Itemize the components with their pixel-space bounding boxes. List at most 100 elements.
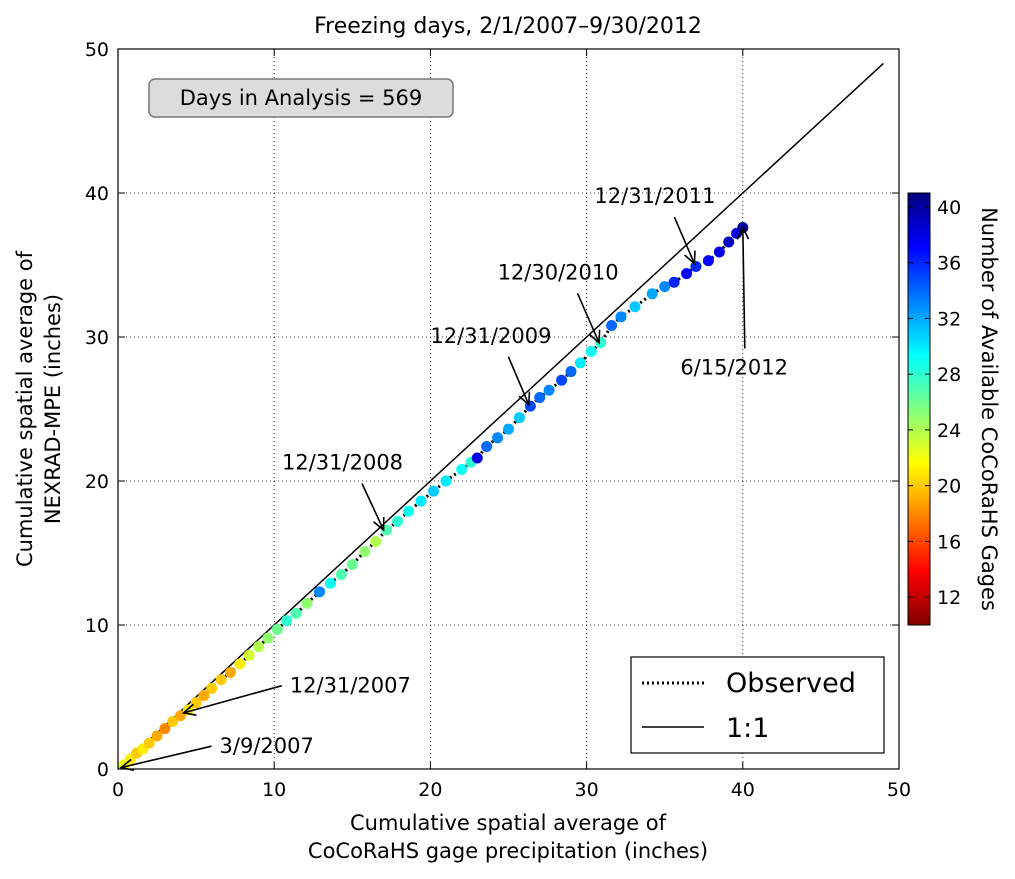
data-point bbox=[159, 723, 171, 735]
colorbar-tick-label: 40 bbox=[937, 197, 961, 219]
data-point bbox=[359, 546, 371, 558]
data-point bbox=[690, 260, 702, 272]
x-tick-label: 10 bbox=[262, 779, 286, 801]
data-point bbox=[534, 391, 546, 403]
data-point bbox=[215, 674, 227, 686]
x-ticks: 0 10 20 30 40 50 bbox=[112, 49, 911, 801]
colorbar-tick-label: 36 bbox=[937, 253, 961, 275]
data-point bbox=[335, 569, 347, 581]
data-point bbox=[243, 649, 255, 661]
annotation-arrow bbox=[507, 356, 530, 405]
annotation-arrow bbox=[183, 684, 283, 714]
annotation-arrow bbox=[120, 745, 212, 769]
legend-label-observed: Observed bbox=[726, 668, 856, 699]
data-point bbox=[403, 505, 415, 517]
data-point bbox=[681, 268, 693, 280]
annotation-label: 3/9/2007 bbox=[220, 734, 314, 758]
plot-frame bbox=[117, 48, 900, 770]
data-point bbox=[574, 357, 586, 369]
colorbar-tick-label: 20 bbox=[937, 476, 961, 498]
chart-title: Freezing days, 2/1/2007–9/30/2012 bbox=[314, 14, 702, 39]
legend: Observed 1:1 bbox=[630, 656, 885, 754]
annotation-arrow bbox=[361, 483, 385, 531]
data-point bbox=[324, 577, 336, 589]
data-point bbox=[471, 452, 483, 464]
y-axis-label-line2: NEXRAD-MPE (inches) bbox=[41, 294, 65, 524]
annotation-label: 6/15/2012 bbox=[680, 355, 788, 379]
x-axis-label-line1: Cumulative spatial average of bbox=[350, 811, 667, 835]
data-point bbox=[224, 667, 236, 679]
data-point bbox=[513, 412, 525, 424]
annotations: 3/9/2007 12/31/2007 12/31/2008 12/31/2009 12… bbox=[119, 184, 788, 772]
data-point bbox=[313, 586, 325, 598]
colorbar-tick-label: 24 bbox=[937, 420, 961, 442]
colorbar-tick-label: 32 bbox=[937, 308, 961, 330]
data-point bbox=[346, 559, 358, 571]
x-tick-label: 50 bbox=[887, 779, 911, 801]
data-point bbox=[206, 682, 218, 694]
data-point bbox=[702, 255, 714, 267]
y-tick-label: 20 bbox=[85, 471, 109, 493]
annotation-label: 12/31/2007 bbox=[290, 674, 411, 698]
colorbar-gradient bbox=[907, 192, 931, 626]
x-axis-label-line2: CoCoRaHS gage precipitation (inches) bbox=[308, 839, 708, 863]
data-point bbox=[646, 288, 658, 300]
annotation-label: 12/31/2009 bbox=[430, 324, 551, 348]
x-tick-label: 40 bbox=[731, 779, 755, 801]
x-tick-label: 30 bbox=[575, 779, 599, 801]
annotation-arrow bbox=[673, 216, 696, 264]
colorbar: 12 16 20 24 28 32 36 40 Number of Available CoC… bbox=[907, 192, 1001, 626]
annotation-arrowhead bbox=[588, 329, 601, 345]
y-tick-label: 40 bbox=[85, 183, 109, 205]
data-point bbox=[262, 632, 274, 644]
colorbar-label: Number of Available CoCoRaHS Gages bbox=[977, 207, 1001, 611]
y-tick-label: 30 bbox=[85, 327, 109, 349]
annotation-arrow bbox=[576, 293, 600, 344]
data-point bbox=[392, 515, 404, 527]
data-point bbox=[606, 319, 618, 331]
colorbar-tick-label: 12 bbox=[937, 587, 961, 609]
colorbar-ticks: 12 16 20 24 28 32 36 40 bbox=[908, 197, 961, 609]
annotation-arrowhead bbox=[684, 250, 696, 266]
annotation-arrowhead bbox=[736, 225, 750, 240]
grid-lines bbox=[118, 49, 899, 769]
x-tick-label: 20 bbox=[418, 779, 442, 801]
colorbar-tick-label: 28 bbox=[937, 364, 961, 386]
data-point bbox=[543, 384, 555, 396]
data-point bbox=[723, 236, 735, 248]
data-point bbox=[456, 463, 468, 475]
data-point bbox=[290, 607, 302, 619]
y-tick-label: 50 bbox=[85, 39, 109, 61]
data-point bbox=[253, 641, 265, 653]
data-point bbox=[281, 615, 293, 627]
data-point bbox=[565, 366, 577, 378]
annotation-arrow bbox=[742, 227, 746, 349]
data-point bbox=[198, 690, 210, 702]
data-point bbox=[415, 495, 427, 507]
y-ticks: 0 10 20 30 40 50 bbox=[85, 39, 899, 781]
legend-label-one-to-one: 1:1 bbox=[726, 713, 769, 744]
data-point bbox=[440, 475, 452, 487]
data-point bbox=[713, 246, 725, 258]
annotation-arrowhead bbox=[181, 703, 197, 716]
data-point bbox=[481, 440, 493, 452]
x-tick-label: 0 bbox=[112, 779, 124, 801]
data-point bbox=[370, 535, 382, 547]
data-point bbox=[659, 281, 671, 293]
data-point bbox=[143, 737, 155, 749]
annotation-label: 12/31/2008 bbox=[282, 450, 403, 474]
colorbar-tick-label: 16 bbox=[937, 531, 961, 553]
info-box-text: Days in Analysis = 569 bbox=[180, 86, 422, 110]
info-box: Days in Analysis = 569 bbox=[148, 78, 454, 118]
data-point bbox=[668, 276, 680, 288]
data-point bbox=[167, 715, 179, 727]
annotation-arrowhead bbox=[372, 516, 385, 532]
data-point bbox=[234, 658, 246, 670]
annotation-arrowhead bbox=[518, 391, 531, 407]
data-point bbox=[503, 423, 514, 435]
data-point bbox=[190, 697, 202, 709]
y-tick-label: 10 bbox=[85, 615, 109, 637]
y-tick-label: 0 bbox=[97, 759, 109, 781]
data-point bbox=[151, 730, 163, 742]
